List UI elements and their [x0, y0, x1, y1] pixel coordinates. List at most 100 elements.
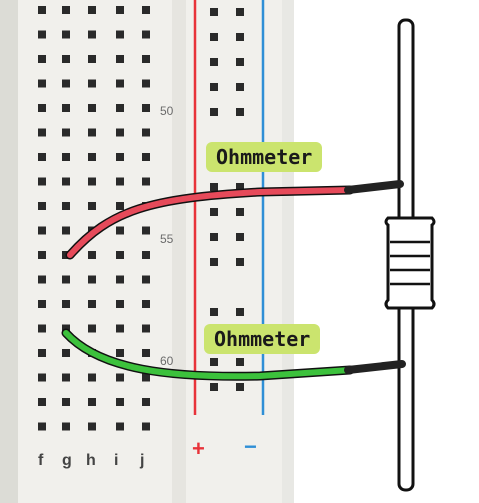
terminal-hole: [116, 226, 124, 235]
rail-hole: [236, 108, 244, 116]
terminal-hole: [38, 373, 46, 382]
rail-hole: [236, 208, 244, 216]
terminal-hole: [38, 79, 46, 88]
column-label-f: f: [38, 452, 44, 469]
terminal-hole: [62, 226, 70, 235]
terminal-hole: [116, 275, 124, 284]
terminal-hole: [88, 128, 96, 137]
rail-hole: [236, 8, 244, 16]
terminal-hole: [38, 324, 46, 333]
terminal-hole: [88, 251, 96, 259]
terminal-hole: [38, 349, 46, 357]
terminal-hole: [38, 30, 46, 39]
terminal-hole: [116, 153, 124, 161]
terminal-hole: [142, 104, 150, 112]
terminal-hole: [62, 349, 70, 357]
terminal-hole: [38, 226, 46, 235]
row-number-55: 55: [160, 232, 174, 246]
terminal-hole: [62, 324, 70, 333]
terminal-hole: [88, 153, 96, 161]
terminal-hole: [88, 104, 96, 112]
terminal-hole: [142, 300, 150, 308]
rail-hole: [210, 33, 218, 41]
terminal-hole: [88, 55, 96, 63]
terminal-hole: [116, 373, 124, 382]
column-label-i: i: [114, 452, 119, 469]
terminal-hole: [116, 55, 124, 63]
rail-hole: [236, 233, 244, 241]
rail-hole: [210, 83, 218, 91]
row-number-60: 60: [160, 354, 174, 368]
terminal-hole: [88, 373, 96, 382]
terminal-hole: [142, 177, 150, 186]
rail-hole: [236, 383, 244, 391]
rail-hole: [236, 183, 244, 191]
terminal-hole: [62, 373, 70, 382]
terminal-hole: [142, 251, 150, 259]
terminal-hole: [62, 30, 70, 39]
resistor-body: [384, 216, 436, 310]
terminal-hole: [142, 79, 150, 88]
rail-hole: [210, 8, 218, 16]
terminal-hole: [38, 104, 46, 112]
terminal-hole: [116, 177, 124, 186]
terminal-hole: [142, 226, 150, 235]
row-number-50: 50: [160, 104, 174, 118]
terminal-hole: [88, 177, 96, 186]
rail-hole: [210, 258, 218, 266]
rail-hole: [236, 33, 244, 41]
terminal-hole: [62, 104, 70, 112]
terminal-holes: [38, 6, 150, 431]
terminal-hole: [116, 30, 124, 39]
terminal-hole: [62, 6, 70, 14]
terminal-hole: [116, 349, 124, 357]
breadboard-divider: [172, 0, 186, 503]
rail-hole: [210, 208, 218, 216]
terminal-hole: [88, 275, 96, 284]
terminal-hole: [62, 398, 70, 406]
terminal-hole: [142, 398, 150, 406]
terminal-hole: [62, 202, 70, 210]
positive-rail-sign: +: [192, 436, 205, 461]
red-probe-wire: [67, 187, 353, 258]
rail-hole: [210, 358, 218, 366]
terminal-hole: [142, 349, 150, 357]
terminal-hole: [116, 251, 124, 259]
breadboard-left-edge: [0, 0, 18, 503]
terminal-hole: [38, 202, 46, 210]
rail-hole: [236, 83, 244, 91]
terminal-hole: [142, 30, 150, 39]
terminal-hole: [116, 398, 124, 406]
terminal-hole: [38, 275, 46, 284]
terminal-hole: [116, 6, 124, 14]
terminal-hole: [38, 55, 46, 63]
rail-hole: [236, 308, 244, 316]
green-probe-tip: [344, 360, 406, 374]
terminal-hole: [142, 373, 150, 382]
terminal-hole: [142, 6, 150, 14]
terminal-hole: [62, 275, 70, 284]
terminal-hole: [116, 104, 124, 112]
terminal-hole: [38, 251, 46, 259]
negative-rail-sign: −: [244, 434, 257, 459]
terminal-hole: [88, 202, 96, 210]
terminal-hole: [38, 153, 46, 161]
terminal-hole: [116, 324, 124, 333]
terminal-hole: [88, 398, 96, 406]
terminal-hole: [116, 79, 124, 88]
rail-hole: [210, 383, 218, 391]
terminal-hole: [116, 202, 124, 210]
terminal-hole: [142, 153, 150, 161]
terminal-hole: [88, 30, 96, 39]
terminal-hole: [62, 79, 70, 88]
column-label-h: h: [86, 452, 96, 469]
column-label-g: g: [62, 452, 72, 469]
terminal-hole: [62, 153, 70, 161]
column-label-j: j: [140, 452, 145, 469]
rail-hole: [210, 108, 218, 116]
terminal-hole: [116, 128, 124, 137]
terminal-hole: [88, 79, 96, 88]
terminal-hole: [88, 324, 96, 333]
terminal-hole: [88, 422, 96, 431]
